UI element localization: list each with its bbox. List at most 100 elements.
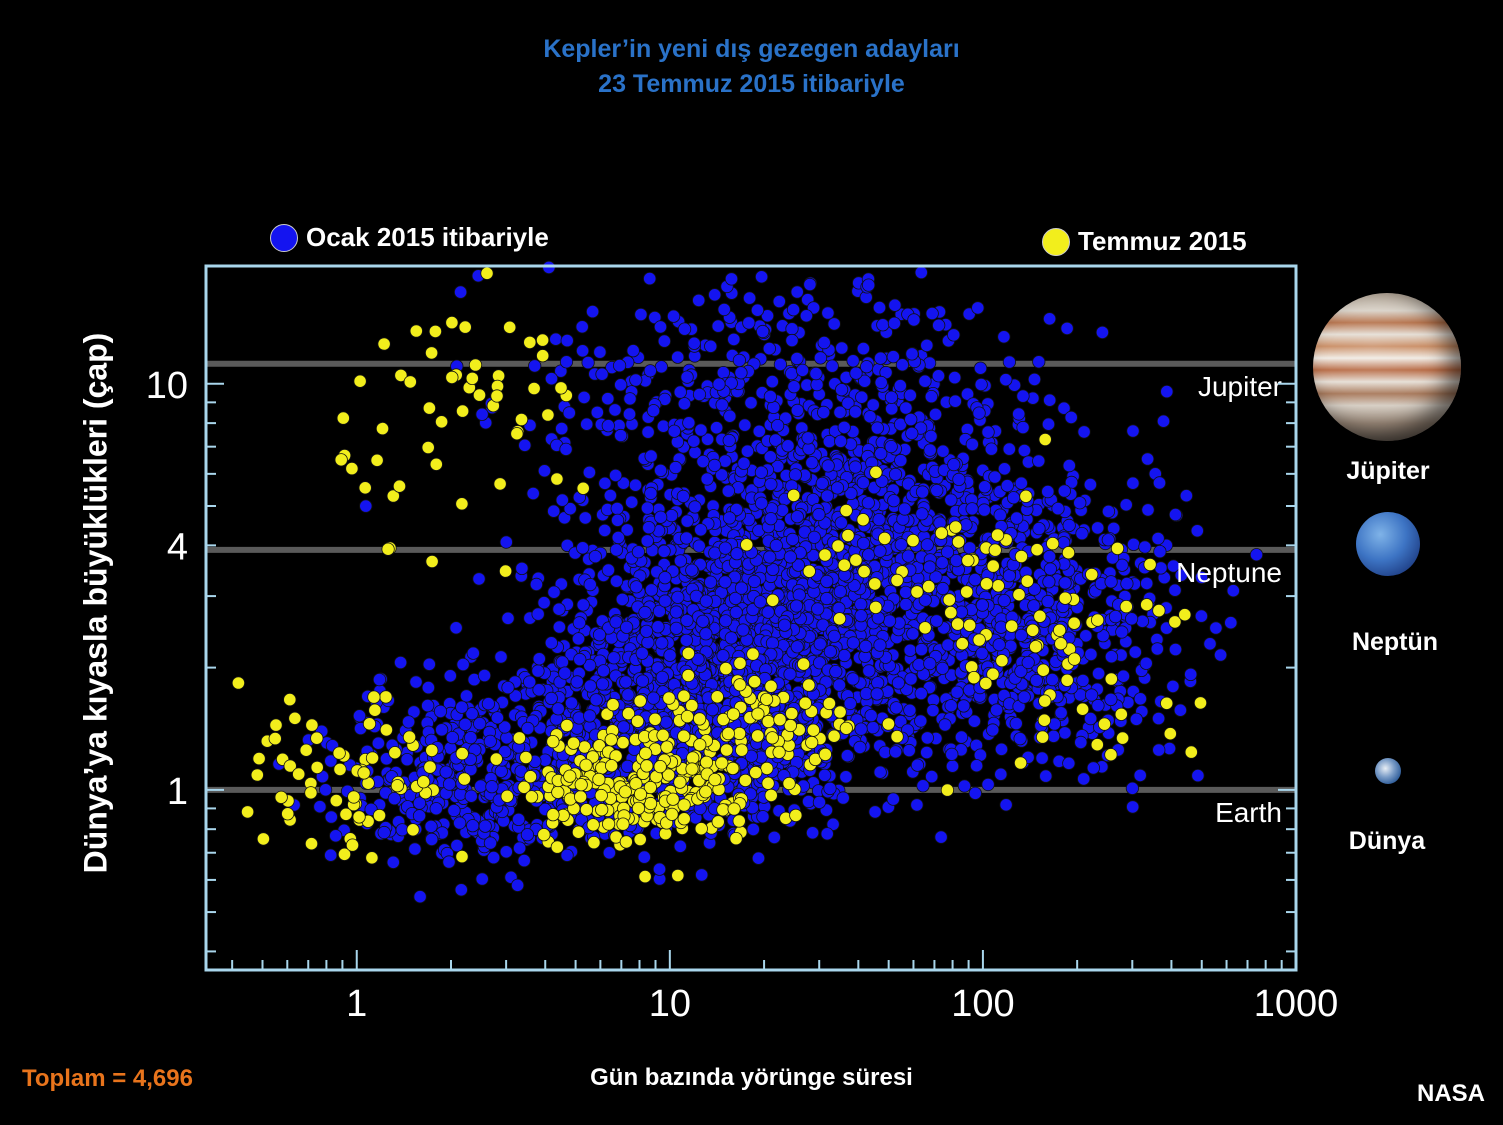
data-point: [818, 548, 832, 562]
data-point: [1076, 673, 1090, 688]
data-point: [863, 410, 877, 424]
data-point: [923, 443, 937, 457]
data-point: [329, 793, 343, 808]
data-point: [671, 868, 685, 883]
data-point: [611, 530, 625, 545]
data-point: [1038, 694, 1052, 708]
data-point: [733, 656, 747, 670]
data-point: [729, 605, 743, 620]
data-point: [318, 783, 333, 797]
data-point: [882, 614, 897, 628]
data-point: [784, 366, 799, 381]
data-point: [304, 837, 319, 851]
data-point: [1139, 656, 1153, 670]
series-jan-2015: [272, 260, 1264, 904]
data-point: [738, 773, 753, 788]
data-point: [377, 337, 391, 351]
data-point: [555, 493, 569, 507]
data-point: [929, 614, 944, 628]
data-point: [727, 802, 741, 816]
data-point: [721, 726, 735, 741]
data-point: [906, 627, 920, 641]
data-point: [550, 472, 564, 486]
data-point: [1032, 454, 1046, 468]
data-point: [654, 510, 668, 524]
data-point: [965, 502, 979, 516]
data-point: [643, 796, 658, 811]
y-tick-label: 1: [167, 771, 188, 813]
data-point: [375, 421, 390, 436]
data-point: [1060, 673, 1074, 687]
data-point: [925, 306, 939, 321]
data-point: [577, 390, 591, 404]
data-point: [912, 658, 926, 672]
data-point: [915, 507, 929, 521]
data-point: [787, 488, 801, 502]
data-point: [1046, 536, 1060, 551]
data-point: [640, 501, 655, 515]
data-point: [562, 406, 576, 420]
data-point: [995, 654, 1009, 668]
data-point: [1061, 546, 1076, 560]
data-point: [517, 853, 531, 868]
data-point: [608, 403, 622, 417]
data-point: [1075, 526, 1089, 541]
data-point: [560, 718, 574, 733]
data-point: [433, 704, 448, 719]
y-tick-label: 4: [167, 526, 188, 568]
data-point: [409, 675, 423, 689]
total-count: Toplam = 4,696: [22, 1065, 193, 1092]
data-point: [772, 745, 786, 759]
data-point: [807, 530, 821, 544]
data-point: [425, 743, 439, 758]
data-point: [742, 291, 757, 305]
data-point: [1029, 640, 1043, 654]
data-point: [551, 785, 565, 799]
data-point: [1116, 731, 1130, 745]
data-point: [616, 735, 630, 750]
data-point: [1062, 458, 1076, 473]
data-point: [761, 776, 775, 790]
data-point: [658, 571, 672, 585]
data-point: [475, 872, 489, 886]
data-point: [640, 759, 654, 773]
data-point: [874, 446, 888, 461]
data-point: [868, 577, 882, 591]
data-point: [765, 731, 779, 745]
data-point: [1026, 623, 1040, 637]
data-point: [734, 366, 748, 380]
data-point: [695, 868, 709, 882]
data-point: [445, 370, 459, 384]
data-point: [370, 453, 384, 467]
data-point: [924, 429, 938, 443]
data-point: [1058, 576, 1072, 590]
data-point: [631, 545, 646, 559]
data-point: [834, 516, 848, 530]
data-point: [853, 740, 867, 755]
data-point: [434, 415, 449, 429]
data-point: [619, 620, 634, 634]
data-point: [324, 848, 338, 862]
data-point: [656, 728, 670, 742]
data-point: [1178, 608, 1192, 622]
data-point: [972, 406, 986, 420]
data-point: [936, 581, 950, 596]
data-point: [1224, 616, 1238, 630]
data-point: [948, 394, 962, 408]
data-point: [582, 465, 597, 479]
data-point: [947, 457, 961, 472]
data-point: [751, 851, 766, 865]
data-point: [864, 708, 878, 723]
data-point: [345, 838, 360, 852]
data-point: [673, 554, 688, 568]
data-point: [570, 675, 584, 689]
data-point: [1012, 407, 1026, 421]
data-point: [712, 377, 726, 391]
data-point: [971, 301, 985, 315]
data-point: [541, 408, 555, 422]
data-point: [988, 470, 1002, 484]
data-point: [855, 390, 869, 404]
data-point: [1039, 769, 1053, 783]
data-point: [715, 398, 729, 412]
data-point: [785, 322, 799, 336]
